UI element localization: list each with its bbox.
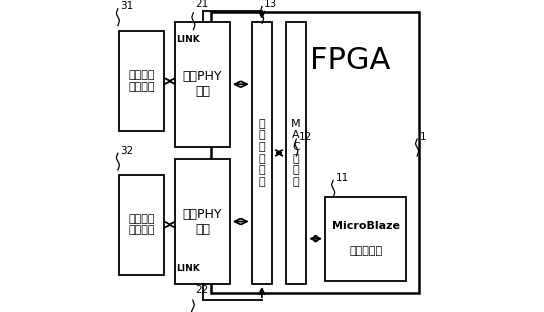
Text: 21: 21 — [195, 0, 209, 9]
Text: 软核处理器: 软核处理器 — [349, 246, 382, 256]
Text: 二
选
一
控
制
器: 二 选 一 控 制 器 — [258, 119, 265, 187]
Text: FPGA: FPGA — [310, 46, 391, 75]
Bar — [286, 22, 306, 284]
Text: 1: 1 — [419, 132, 426, 142]
Bar — [119, 31, 164, 131]
Text: 13: 13 — [264, 0, 277, 9]
Text: 第一PHY
芯片: 第一PHY 芯片 — [183, 70, 222, 98]
Bar — [175, 159, 230, 284]
Text: 22: 22 — [195, 285, 208, 295]
Bar — [175, 22, 230, 147]
Text: 第二PHY
芯片: 第二PHY 芯片 — [183, 207, 222, 236]
Bar — [119, 175, 164, 275]
Text: 31: 31 — [120, 1, 133, 11]
Text: M
A
C
控
制
器: M A C 控 制 器 — [292, 119, 301, 187]
Text: MicroBlaze: MicroBlaze — [332, 221, 400, 231]
Text: 32: 32 — [120, 146, 133, 156]
Text: 第一通信
接口模块: 第一通信 接口模块 — [128, 70, 155, 92]
Bar — [211, 12, 419, 293]
Text: 12: 12 — [299, 132, 312, 142]
Text: LINK: LINK — [176, 35, 200, 43]
Text: 第二通信
接口模块: 第二通信 接口模块 — [128, 214, 155, 236]
Bar — [325, 197, 406, 281]
Text: LINK: LINK — [176, 265, 200, 273]
Text: 11: 11 — [335, 173, 349, 183]
Bar — [252, 22, 272, 284]
